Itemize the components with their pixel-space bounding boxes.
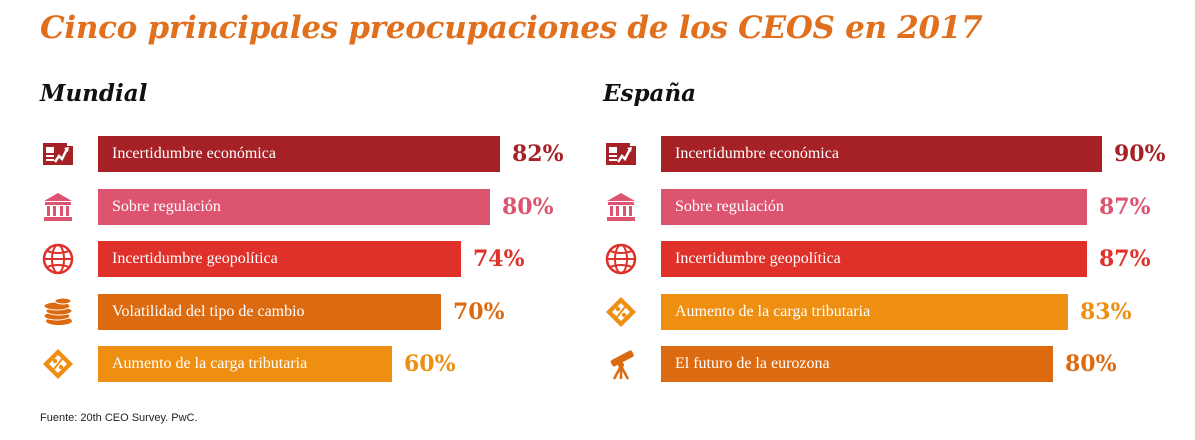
bar: El futuro de la eurozona [661,346,1053,382]
bar: Aumento de la carga tributaria [661,293,1068,330]
bar: Incertidumbre geopolítica [98,241,461,277]
coins-stack-icon [40,294,76,330]
bar: Sobre regulación [98,188,490,225]
bar-row-aumento-de-la-carga-tributaria: Aumento de la carga tributaria 83% [603,293,1143,330]
bar-row-sobre-regulacion: Sobre regulación 87% [603,188,1151,225]
value-label: 70% [453,298,505,325]
bar-row-el-futuro-de-la-eurozona: El futuro de la eurozona 80% [603,346,1143,382]
bar-label: Incertidumbre geopolítica [675,250,841,267]
bar-row-incertidumbre-economica: Incertidumbre económica 90% [603,136,1166,172]
value-label: 87% [1099,193,1151,220]
government-building-icon [40,189,76,225]
value-label: 90% [1114,141,1166,167]
bar-row-incertidumbre-geopolitica: Incertidumbre geopolítica 87% [603,241,1151,277]
bar-row-aumento-de-la-carga-tributaria: Aumento de la carga tributaria 60% [40,346,580,382]
bar-label: Incertidumbre económica [675,145,839,162]
bar-label: Aumento de la carga tributaria [112,355,308,372]
bar-label: El futuro de la eurozona [675,355,830,372]
bar-label: Aumento de la carga tributaria [675,302,871,320]
panel-title-mundial: Mundial [40,80,148,107]
bar-label: Incertidumbre económica [112,145,276,162]
bar-label: Sobre regulación [675,197,784,215]
bar: Sobre regulación [661,188,1087,225]
value-label: 82% [512,141,564,167]
bar-row-sobre-regulacion: Sobre regulación 80% [40,188,580,225]
source-footnote: Fuente: 20th CEO Survey. PwC. [40,412,198,424]
value-label: 74% [473,246,525,272]
value-label: 80% [1065,351,1117,377]
bar-row-volatilidad-del-tipo-de-cambio: Volatilidad del tipo de cambio 70% [40,293,580,330]
telescope-icon [603,346,639,382]
government-building-icon [603,189,639,225]
value-label: 80% [502,193,554,220]
bar-label: Sobre regulación [112,197,221,215]
bar-row-incertidumbre-geopolitica: Incertidumbre geopolítica 74% [40,241,580,277]
newspaper-chart-icon [40,136,76,172]
value-label: 60% [404,351,456,377]
value-label: 87% [1099,246,1151,272]
globe-icon [40,241,76,277]
bar-label: Incertidumbre geopolítica [112,250,278,267]
bar: Incertidumbre geopolítica [661,241,1087,277]
bar-label: Volatilidad del tipo de cambio [112,302,305,320]
globe-icon [603,241,639,277]
percent-tag-icon [603,294,639,330]
chart-title: Cinco principales preocupaciones de los … [40,10,983,46]
bar: Aumento de la carga tributaria [98,346,392,382]
newspaper-chart-icon [603,136,639,172]
bar: Incertidumbre económica [661,136,1102,172]
bar: Incertidumbre económica [98,136,500,172]
bar: Volatilidad del tipo de cambio [98,293,441,330]
percent-tag-icon [40,346,76,382]
bar-row-incertidumbre-economica: Incertidumbre económica 82% [40,136,580,172]
panel-title-espana: España [603,80,697,107]
value-label: 83% [1080,298,1132,325]
